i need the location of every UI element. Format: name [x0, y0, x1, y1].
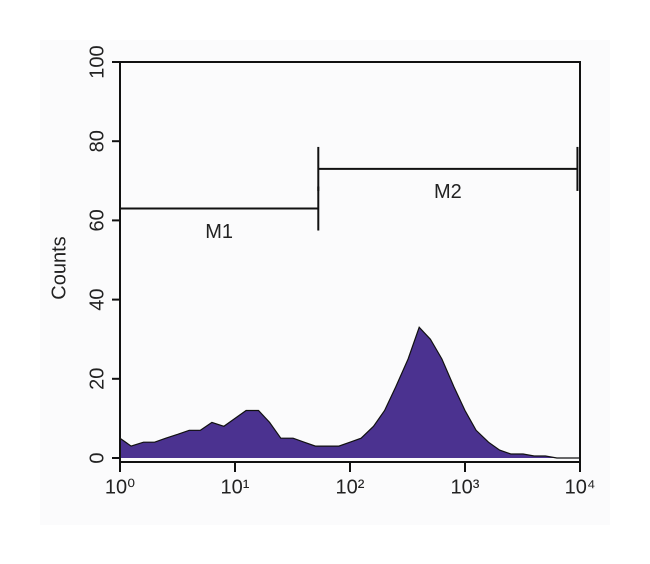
- x-tick-label: 10³: [451, 476, 480, 498]
- background: [40, 40, 610, 525]
- y-tick-label: 60: [86, 209, 108, 231]
- y-tick-label: 0: [86, 452, 108, 463]
- y-tick-label: 40: [86, 288, 108, 310]
- histogram-area: [120, 327, 580, 458]
- x-tick-label: 10¹: [221, 476, 250, 498]
- y-tick-label: 100: [86, 45, 108, 78]
- y-tick-label: 80: [86, 130, 108, 152]
- y-tick-label: 20: [86, 368, 108, 390]
- y-axis-label: Counts: [48, 236, 70, 299]
- marker-label: M1: [205, 221, 233, 243]
- x-tick-label: 10⁰: [105, 476, 135, 498]
- x-tick-label: 10⁴: [565, 476, 596, 498]
- x-tick-label: 10²: [336, 476, 365, 498]
- marker-label: M2: [434, 181, 462, 203]
- histogram-outline: [119, 326, 580, 459]
